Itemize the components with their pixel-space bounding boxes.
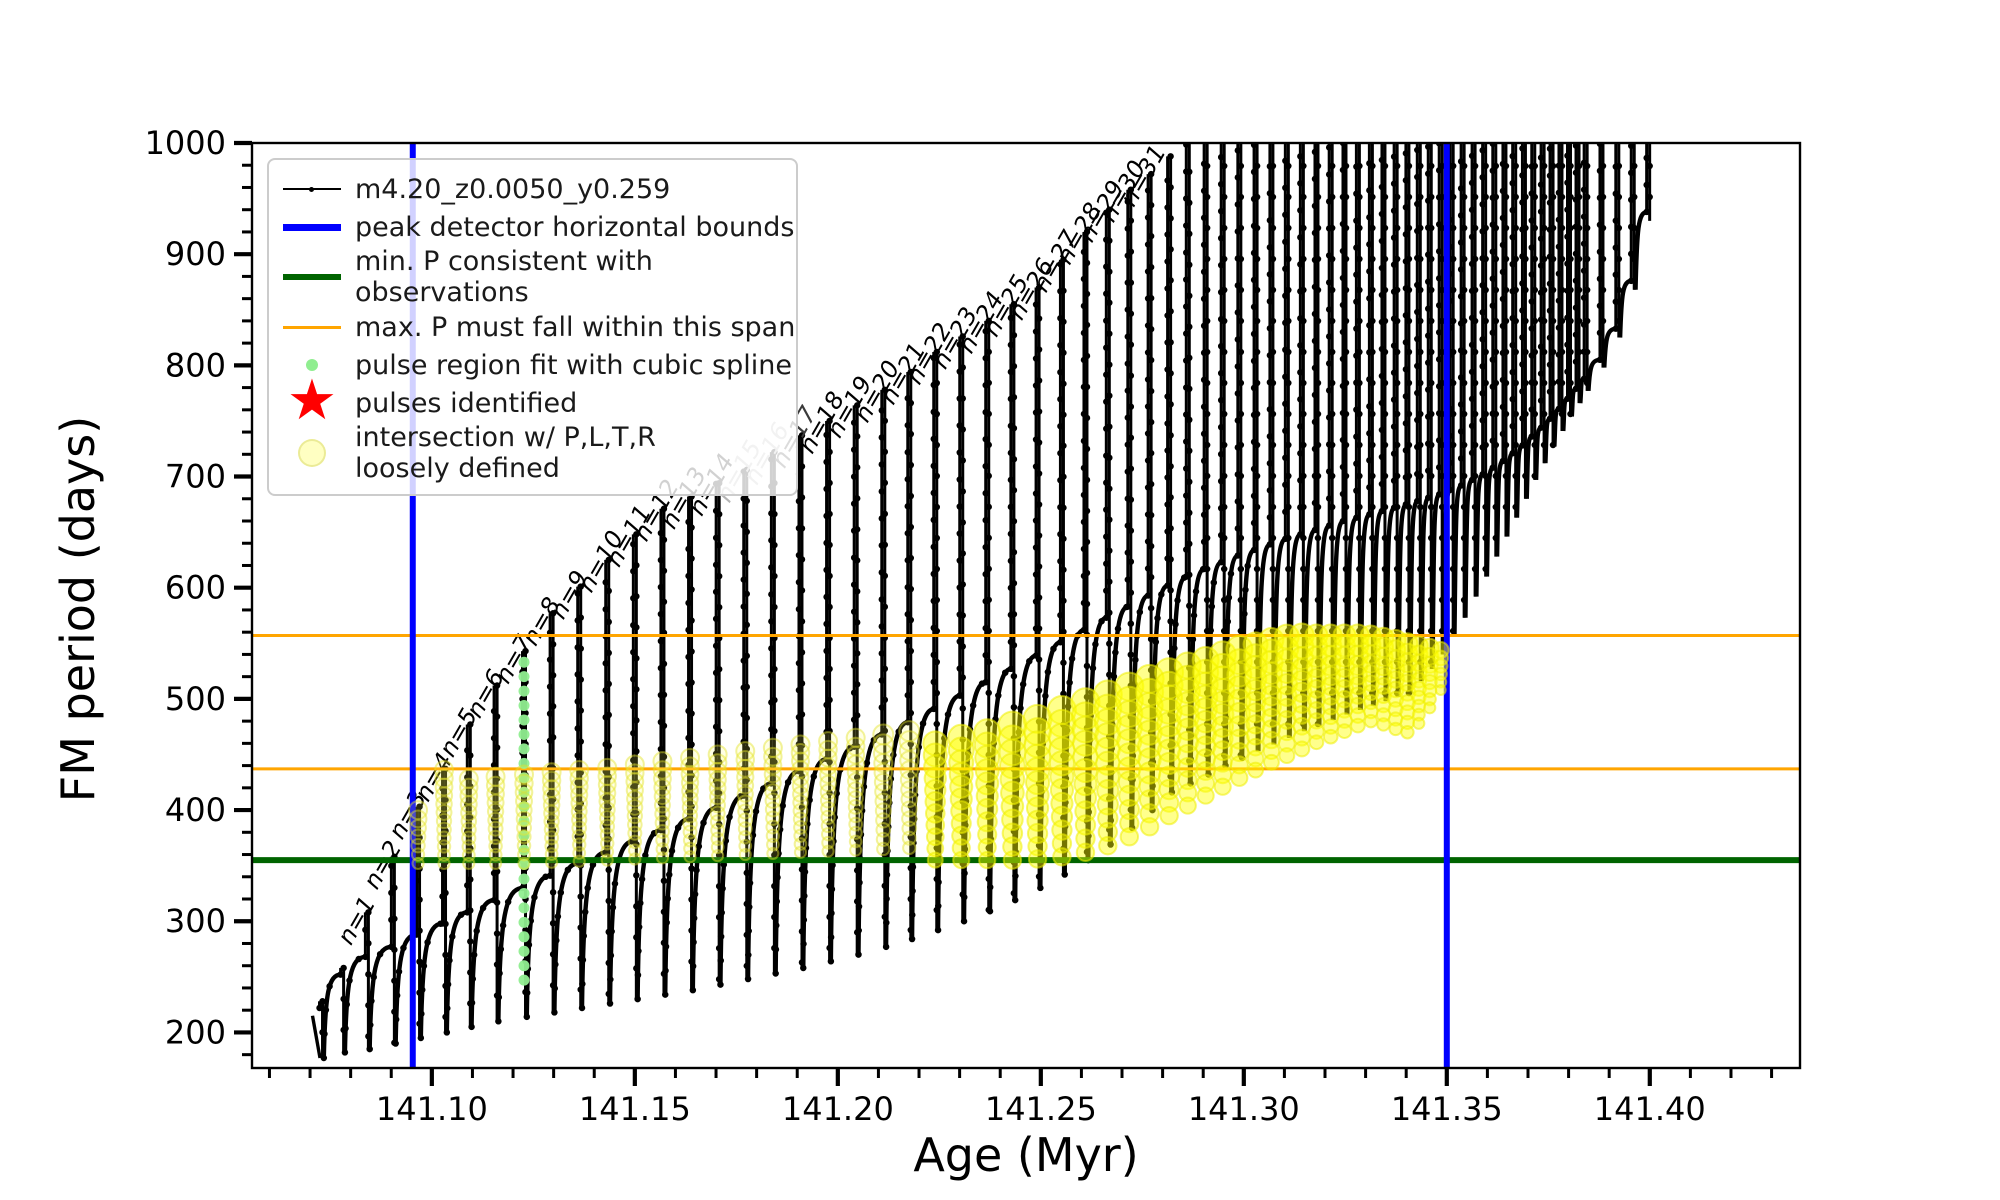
x-tick-label: 141.30: [1188, 1090, 1300, 1128]
y-tick-label: 800: [165, 346, 226, 384]
orange-line-icon: [269, 325, 355, 329]
y-tick-label: 600: [165, 569, 226, 607]
legend-item-intersection: intersection w/ P,L,T,R loosely defined: [269, 422, 796, 484]
red-star-icon: ★: [286, 368, 338, 433]
y-tick-label: 200: [165, 1013, 226, 1051]
y-tick-label: 700: [165, 458, 226, 496]
axes: 141.10 141.15 141.20 141.25 141.30 141.35 141.…: [145, 124, 1802, 1128]
y-tick-label: 400: [165, 791, 226, 829]
legend-item-pulses: ★ pulses identified: [269, 368, 796, 433]
x-tick-label: 141.40: [1594, 1090, 1706, 1128]
legend-label: m4.20_z0.0050_y0.259: [355, 173, 671, 205]
legend-label: max. P must fall within this span: [355, 311, 796, 343]
green-line-icon: [269, 274, 355, 280]
y-tick-label: 900: [165, 235, 226, 273]
series-line-icon: [269, 186, 355, 192]
yellow-dot-icon: [269, 439, 355, 467]
y-tick-label: 500: [165, 680, 226, 718]
legend-item-series: m4.20_z0.0050_y0.259: [269, 170, 796, 208]
legend-label: pulse region fit with cubic spline: [355, 349, 792, 381]
green-dot-icon: [269, 359, 355, 371]
intersection-region: [408, 622, 1450, 871]
legend-item-max-p: max. P must fall within this span: [269, 308, 796, 346]
y-tick-label: 300: [165, 902, 226, 940]
x-tick-label: 141.25: [985, 1090, 1097, 1128]
legend-item-min-p: min. P consistent with observations: [269, 246, 796, 308]
y-axis-title: FM period (days): [51, 415, 105, 803]
x-tick-label: 141.35: [1391, 1090, 1503, 1128]
pulse-label: n=1: [332, 892, 382, 950]
y-tick-label: 1000: [145, 124, 226, 162]
legend-item-peak-bounds: peak detector horizontal bounds: [269, 208, 796, 246]
legend-label: pulses identified: [355, 387, 578, 419]
legend-label: peak detector horizontal bounds: [355, 211, 795, 243]
legend-item-spline: pulse region fit with cubic spline: [269, 346, 796, 384]
pulse-label: n=2: [358, 836, 408, 894]
legend: m4.20_z0.0050_y0.259 peak detector horiz…: [267, 158, 798, 496]
x-tick-label: 141.15: [579, 1090, 691, 1128]
spline-fit-dots: [518, 656, 530, 986]
x-axis-title: Age (Myr): [913, 1128, 1139, 1182]
x-tick-label: 141.10: [376, 1090, 488, 1128]
x-tick-label: 141.20: [782, 1090, 894, 1128]
legend-label: intersection w/ P,L,T,R loosely defined: [355, 422, 656, 484]
legend-label: min. P consistent with observations: [355, 246, 653, 308]
blue-line-icon: [269, 223, 355, 231]
